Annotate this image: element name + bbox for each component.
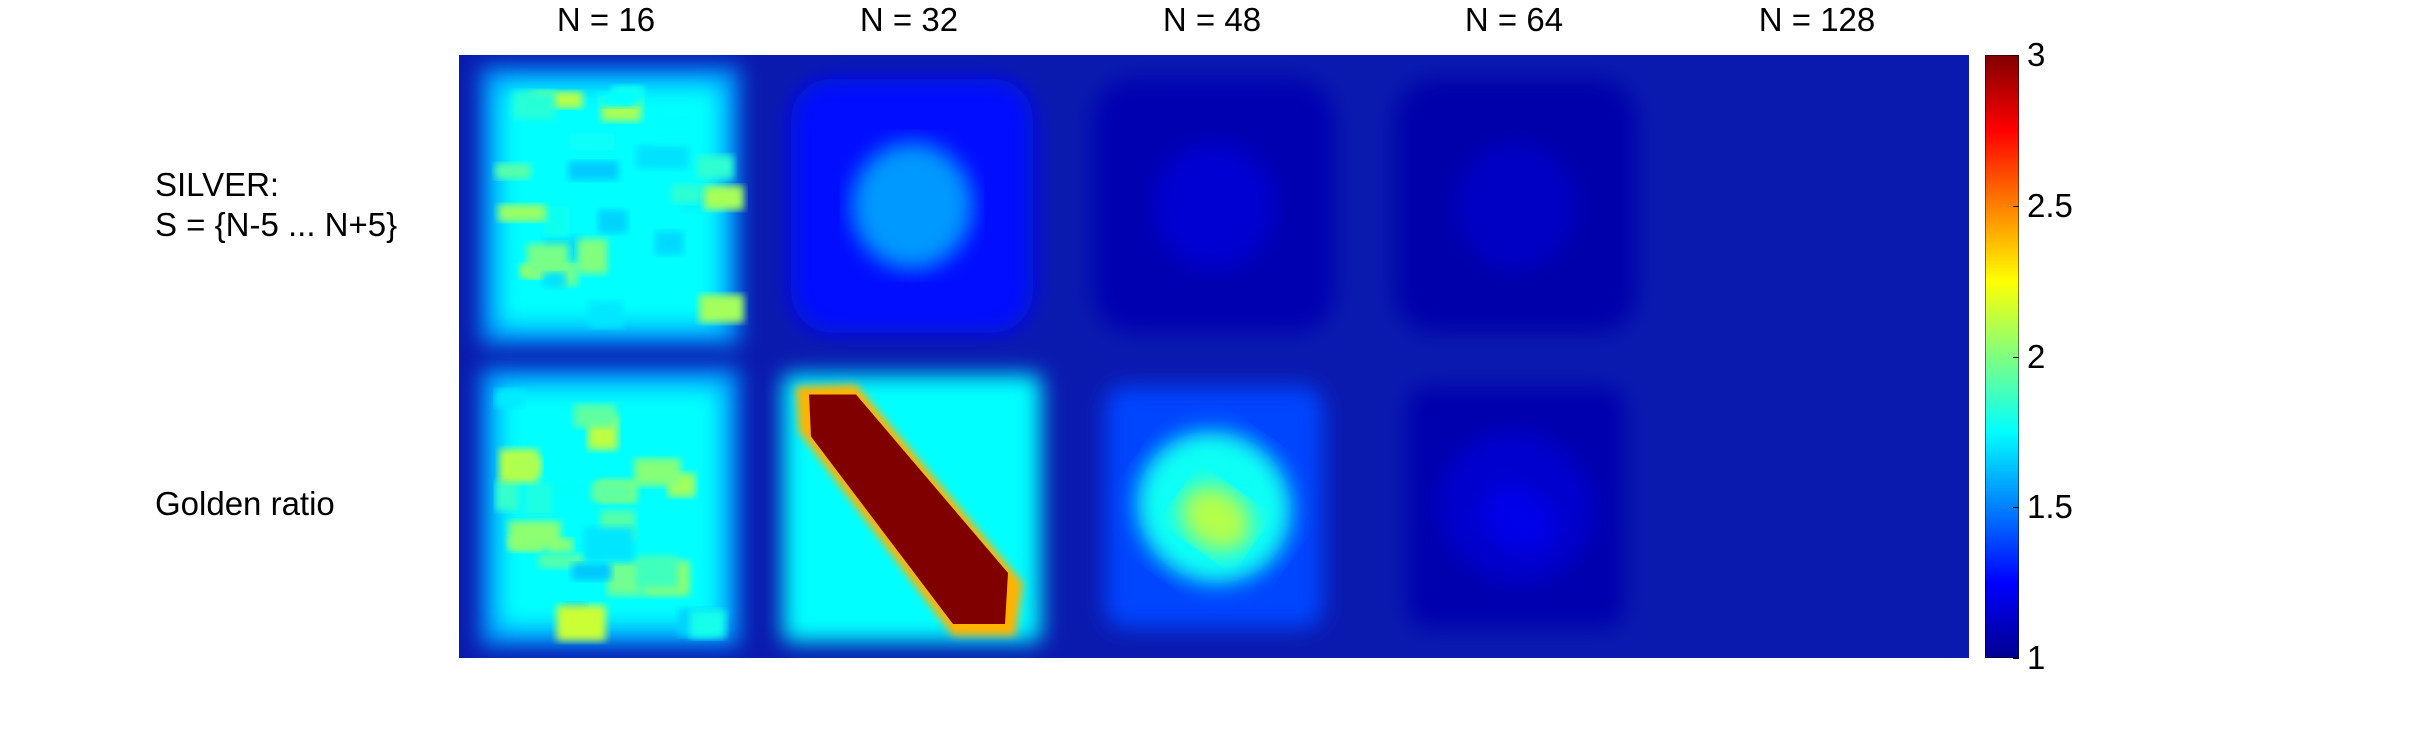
heatmap-cell-r0-c1 <box>791 79 1033 333</box>
colorbar-tick-4: 3 <box>2027 36 2046 73</box>
heatmap-cell-r1-c3 <box>1407 386 1625 628</box>
colorbar-tick-1: 1.5 <box>2027 488 2073 526</box>
heatmap-cell-r0-c0 <box>481 67 744 345</box>
row-label-golden: Golden ratio <box>155 485 335 522</box>
column-title-n32: N = 32 <box>859 1 959 38</box>
heatmap-cell-r1-c0 <box>481 368 739 646</box>
colorbar-tick-3: 2.5 <box>2027 186 2073 224</box>
heatmap-panel <box>459 55 1969 658</box>
column-title-n64: N = 64 <box>1464 1 1564 38</box>
row-label-silver: SILVER: S = {N-5 ... N+5} <box>155 166 398 243</box>
colorbar <box>1985 55 2019 658</box>
heatmap-cell-r0-c2 <box>1093 79 1335 333</box>
heatmap-cell-r1-c1 <box>783 374 1041 642</box>
heatmap-cell-r0-c3 <box>1395 79 1637 333</box>
colorbar-tick-mark-0 <box>2013 658 2019 659</box>
column-title-n48: N = 48 <box>1162 1 1262 38</box>
colorbar-tick-mark-1 <box>2013 507 2019 508</box>
colorbar-tick-mark-4 <box>2013 55 2019 56</box>
colorbar-tick-mark-2 <box>2013 357 2019 358</box>
colorbar-tick-mark-3 <box>2013 206 2019 207</box>
colorbar-tick-0: 1 <box>2027 639 2046 676</box>
colorbar-tick-2: 2 <box>2027 337 2046 375</box>
column-title-n128: N = 128 <box>1758 1 1876 38</box>
column-title-n16: N = 16 <box>556 1 656 38</box>
heatmap-cell-r1-c2 <box>1105 386 1323 628</box>
colorbar-gradient <box>1985 55 2019 658</box>
